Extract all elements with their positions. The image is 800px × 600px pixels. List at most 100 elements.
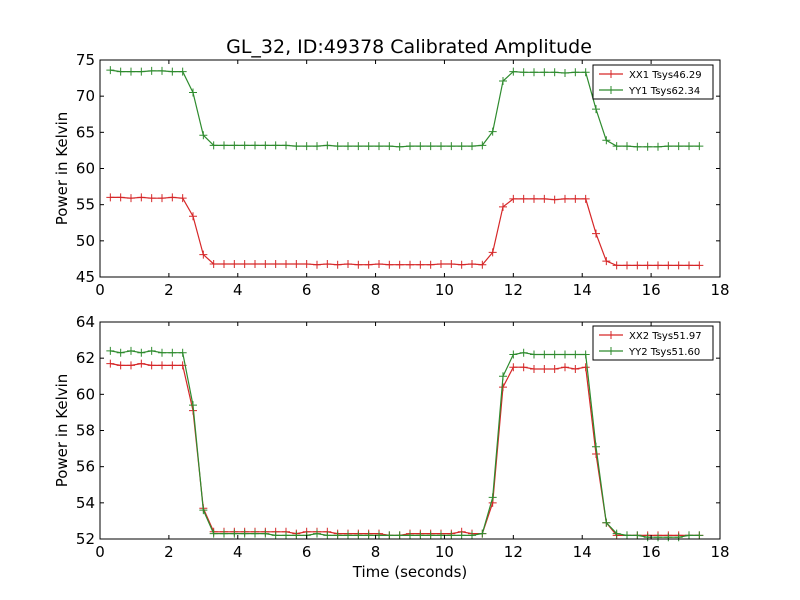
bottom-y-tick-label: 60 — [76, 385, 95, 403]
top-data-point — [437, 142, 445, 151]
bottom-data-point — [664, 533, 673, 542]
bottom-data-point — [168, 361, 177, 370]
bottom-data-point — [354, 531, 363, 540]
bottom-x-tick-label: 18 — [710, 543, 729, 561]
top-data-point — [106, 66, 115, 75]
top-data-point — [199, 131, 208, 140]
bottom-data-point — [406, 531, 414, 540]
bottom-data-point — [116, 361, 125, 370]
top-data-point — [468, 259, 476, 268]
top-data-point — [406, 260, 414, 269]
top-data-point — [685, 142, 693, 151]
top-data-point — [313, 260, 321, 269]
top-data-point — [406, 142, 414, 151]
top-data-point — [540, 68, 549, 77]
top-data-point — [220, 259, 228, 268]
top-data-point — [395, 260, 404, 269]
top-data-point — [302, 142, 311, 151]
bottom-data-point — [654, 533, 662, 542]
top-data-point — [457, 260, 466, 269]
bottom-ylabel: Power in Kelvin — [53, 374, 71, 488]
bottom-x-tick-label: 0 — [95, 543, 105, 561]
bottom-data-point — [147, 346, 156, 355]
top-data-point — [230, 141, 239, 150]
top-data-point — [271, 259, 280, 268]
top-data-point — [168, 193, 177, 202]
bottom-data-point — [540, 365, 549, 374]
top-legend-marker — [607, 70, 615, 78]
bottom-data-point — [189, 401, 197, 410]
bottom-data-point — [251, 529, 259, 538]
top-data-point — [509, 67, 518, 76]
bottom-data-point — [478, 529, 487, 538]
top-legend: XX1 Tsys46.29 YY1 Tsys62.34 — [592, 64, 714, 100]
bottom-xlabel: Time (seconds) — [352, 563, 468, 581]
top-data-point — [271, 141, 280, 150]
top-data-point — [209, 141, 218, 150]
top-data-point — [251, 141, 259, 150]
bottom-data-point — [561, 350, 569, 359]
bottom-data-point — [509, 363, 518, 372]
bottom-data-point — [416, 531, 425, 540]
bottom-data-point — [220, 529, 228, 538]
top-data-point — [261, 259, 270, 268]
bottom-series-1 — [106, 359, 704, 540]
top-data-point — [571, 68, 580, 77]
top-y-tick-label: 70 — [76, 87, 95, 105]
top-data-point — [664, 142, 673, 151]
bottom-series-2 — [106, 346, 704, 542]
bottom-data-point — [592, 450, 600, 459]
top-data-point — [623, 142, 631, 151]
bottom-data-point — [199, 506, 208, 515]
bottom-data-point — [685, 531, 693, 540]
top-data-point — [333, 260, 342, 269]
bottom-y-tick-label: 52 — [76, 530, 95, 548]
bottom-legend-box — [592, 325, 714, 361]
top-data-point — [488, 127, 497, 136]
top-y-tick-label: 65 — [76, 123, 95, 141]
top-data-point — [323, 259, 332, 268]
bottom-series-line — [110, 350, 700, 538]
bottom-legend: XX2 Tsys51.97 YY2 Tsys51.60 — [592, 325, 714, 361]
bottom-data-point — [602, 518, 611, 527]
top-data-point — [612, 142, 621, 151]
bottom-y-tick-label: 62 — [76, 349, 95, 367]
bottom-data-point — [385, 531, 394, 540]
top-data-point — [592, 105, 600, 114]
bottom-data-point — [519, 348, 528, 357]
top-x-tick-label: 12 — [504, 281, 523, 299]
bottom-data-point — [540, 350, 549, 359]
top-data-point — [168, 67, 177, 76]
top-panel: 0 2 4 6 8 10 12 14 16 18 45 50 55 60 65 70 75 XX1 Tsys46.… — [76, 51, 730, 299]
top-x-tick-label: 10 — [435, 281, 454, 299]
top-data-point — [685, 261, 693, 270]
bottom-data-point — [333, 531, 342, 540]
bottom-data-point — [344, 531, 352, 540]
top-data-point — [364, 142, 373, 151]
top-data-point — [158, 66, 166, 75]
top-data-point — [488, 248, 497, 257]
top-data-point — [447, 142, 456, 151]
bottom-data-point — [271, 531, 280, 540]
top-data-point — [313, 142, 321, 151]
top-data-point — [695, 261, 704, 270]
top-data-point — [540, 194, 549, 203]
top-data-point — [323, 141, 332, 150]
top-data-point — [478, 260, 487, 269]
top-data-point — [178, 67, 187, 76]
top-data-point — [127, 194, 135, 203]
top-data-point — [416, 260, 425, 269]
top-x-tick-label: 4 — [233, 281, 243, 299]
bottom-data-point — [509, 350, 518, 359]
top-y-tick-label: 55 — [76, 196, 95, 214]
top-data-point — [189, 212, 197, 221]
top-data-point — [251, 259, 259, 268]
bottom-series-line — [110, 362, 700, 537]
bottom-data-point — [147, 361, 156, 370]
top-data-point — [571, 194, 580, 203]
top-data-point — [385, 142, 394, 151]
top-data-point — [209, 259, 218, 268]
top-data-point — [664, 261, 673, 270]
bottom-data-point — [447, 531, 456, 540]
bottom-y-tick-label: 56 — [76, 458, 95, 476]
